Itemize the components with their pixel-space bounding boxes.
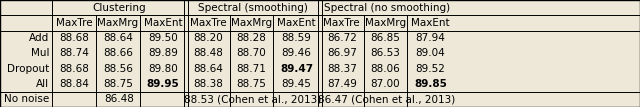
Text: 88.71: 88.71 bbox=[237, 64, 266, 74]
Text: 89.04: 89.04 bbox=[415, 48, 445, 59]
Text: 88.75: 88.75 bbox=[237, 79, 266, 89]
Text: 88.64: 88.64 bbox=[103, 33, 132, 43]
Text: 88.53 (Cohen et al., 2013): 88.53 (Cohen et al., 2013) bbox=[184, 94, 322, 104]
Text: 89.95: 89.95 bbox=[147, 79, 179, 89]
Text: Spectral (smoothing): Spectral (smoothing) bbox=[198, 3, 308, 13]
Text: 88.06: 88.06 bbox=[371, 64, 400, 74]
Text: Clustering: Clustering bbox=[93, 3, 146, 13]
Text: 89.52: 89.52 bbox=[415, 64, 445, 74]
Text: MaxEnt: MaxEnt bbox=[411, 18, 450, 28]
Text: MaxEnt: MaxEnt bbox=[277, 18, 316, 28]
Text: Spectral (no smoothing): Spectral (no smoothing) bbox=[324, 3, 450, 13]
Text: 86.53: 86.53 bbox=[371, 48, 400, 59]
Text: 89.45: 89.45 bbox=[282, 79, 312, 89]
Text: 89.50: 89.50 bbox=[148, 33, 178, 43]
Text: Add: Add bbox=[29, 33, 49, 43]
Text: 86.48: 86.48 bbox=[104, 94, 134, 104]
Text: 88.48: 88.48 bbox=[193, 48, 223, 59]
Text: All: All bbox=[36, 79, 49, 89]
Text: 87.94: 87.94 bbox=[415, 33, 445, 43]
Text: 87.49: 87.49 bbox=[327, 79, 356, 89]
Text: 88.68: 88.68 bbox=[60, 33, 89, 43]
Text: 89.80: 89.80 bbox=[148, 64, 178, 74]
Text: MaxMrg: MaxMrg bbox=[231, 18, 272, 28]
Text: MaxEnt: MaxEnt bbox=[143, 18, 182, 28]
Text: 89.85: 89.85 bbox=[414, 79, 447, 89]
Text: 89.46: 89.46 bbox=[282, 48, 312, 59]
Text: 88.28: 88.28 bbox=[237, 33, 266, 43]
Text: 86.72: 86.72 bbox=[327, 33, 356, 43]
Text: 86.47 (Cohen et al., 2013): 86.47 (Cohen et al., 2013) bbox=[318, 94, 456, 104]
Text: 88.84: 88.84 bbox=[60, 79, 89, 89]
Text: 88.66: 88.66 bbox=[103, 48, 132, 59]
Text: 88.74: 88.74 bbox=[60, 48, 89, 59]
Text: 88.59: 88.59 bbox=[282, 33, 312, 43]
Text: MaxMrg: MaxMrg bbox=[365, 18, 406, 28]
Text: 88.56: 88.56 bbox=[103, 64, 132, 74]
Text: 86.85: 86.85 bbox=[371, 33, 400, 43]
Text: 87.00: 87.00 bbox=[371, 79, 400, 89]
Text: 88.64: 88.64 bbox=[193, 64, 223, 74]
Text: MaxTre: MaxTre bbox=[56, 18, 93, 28]
Text: Dropout: Dropout bbox=[7, 64, 49, 74]
Text: 88.75: 88.75 bbox=[103, 79, 132, 89]
Text: 89.47: 89.47 bbox=[280, 64, 313, 74]
Text: 89.89: 89.89 bbox=[148, 48, 178, 59]
Text: MaxTre: MaxTre bbox=[323, 18, 360, 28]
Text: 88.37: 88.37 bbox=[327, 64, 356, 74]
Text: 88.70: 88.70 bbox=[237, 48, 266, 59]
Text: MaxMrg: MaxMrg bbox=[97, 18, 138, 28]
Text: No noise: No noise bbox=[4, 94, 49, 104]
Text: 88.20: 88.20 bbox=[193, 33, 223, 43]
Text: 88.68: 88.68 bbox=[60, 64, 89, 74]
Text: 88.38: 88.38 bbox=[193, 79, 223, 89]
Text: Mul: Mul bbox=[31, 48, 49, 59]
Text: MaxTre: MaxTre bbox=[189, 18, 227, 28]
Text: 86.97: 86.97 bbox=[327, 48, 356, 59]
